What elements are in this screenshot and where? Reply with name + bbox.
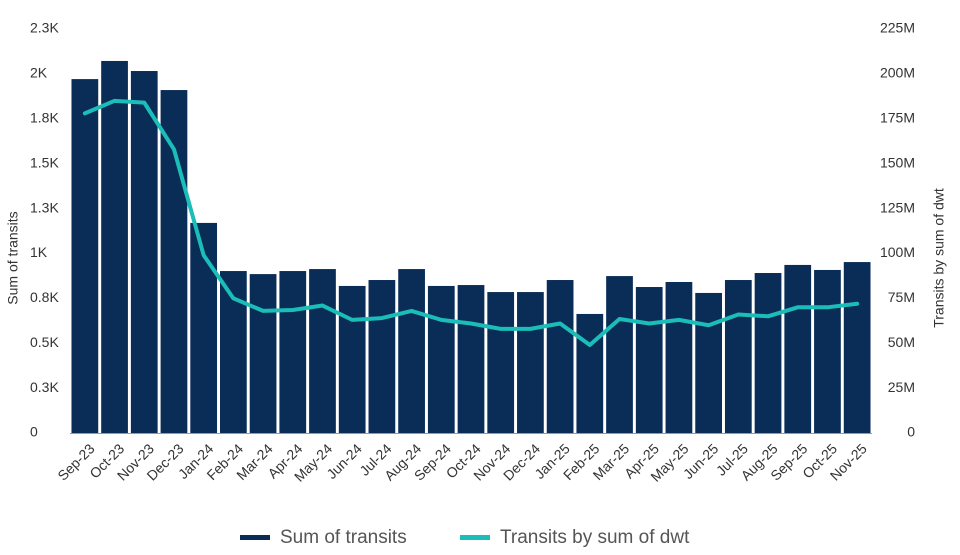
y2-tick-label: 50M [888,334,915,350]
y2-tick-label: 175M [880,109,915,125]
y-tick-label: 0 [30,424,38,440]
bar [368,280,396,433]
bar [606,276,633,433]
legend: Sum of transits Transits by sum of dwt [240,527,690,548]
bar [249,274,277,433]
y-tick-label: 1.3K [30,199,59,215]
y-tick-label: 1.5K [30,154,59,170]
bar [754,273,782,433]
y2-tick-label: 25M [888,379,915,395]
y2-tick-label: 150M [880,154,915,170]
x-tick-label: Sep-23 [54,440,97,483]
bar [279,271,307,433]
y2-tick-label: 100M [880,244,915,260]
bar [724,280,752,433]
y-tick-label: 1K [30,244,48,260]
bar [130,71,158,434]
legend-swatch [460,535,490,540]
y2-axis-title: Transits by sum of dwt [931,188,947,328]
bar [309,269,336,433]
bar [338,285,366,433]
bar [784,264,812,433]
bar [101,60,128,434]
bar [843,262,871,433]
bar [457,285,485,433]
bar [487,292,515,433]
y-tick-label: 0.3K [30,379,59,395]
y2-tick-label: 125M [880,199,915,215]
bar [665,281,693,433]
y2-tick-label: 225M [880,20,915,36]
y-tick-label: 2K [30,65,48,81]
bar [814,269,841,433]
bar [695,292,722,433]
bar [635,287,663,433]
legend-label: Sum of transits [280,527,407,548]
y2-tick-label: 200M [880,65,915,81]
y2-tick-label: 75M [888,289,915,305]
bar [546,280,574,433]
y-tick-label: 2.3K [30,20,59,36]
line [82,98,860,348]
y-axis-title: Sum of transits [5,211,21,304]
bar [71,79,99,433]
bar [398,269,425,433]
y-tick-label: 1.8K [30,109,59,125]
bar [427,285,455,433]
y2-tick-label: 0 [907,424,915,440]
legend-label: Transits by sum of dwt [500,527,690,548]
y-tick-label: 0.5K [30,334,59,350]
bar [160,90,188,433]
legend-swatch [240,535,270,540]
bar [517,292,544,433]
y-tick-label: 0.8K [30,289,59,305]
bar [576,313,604,433]
